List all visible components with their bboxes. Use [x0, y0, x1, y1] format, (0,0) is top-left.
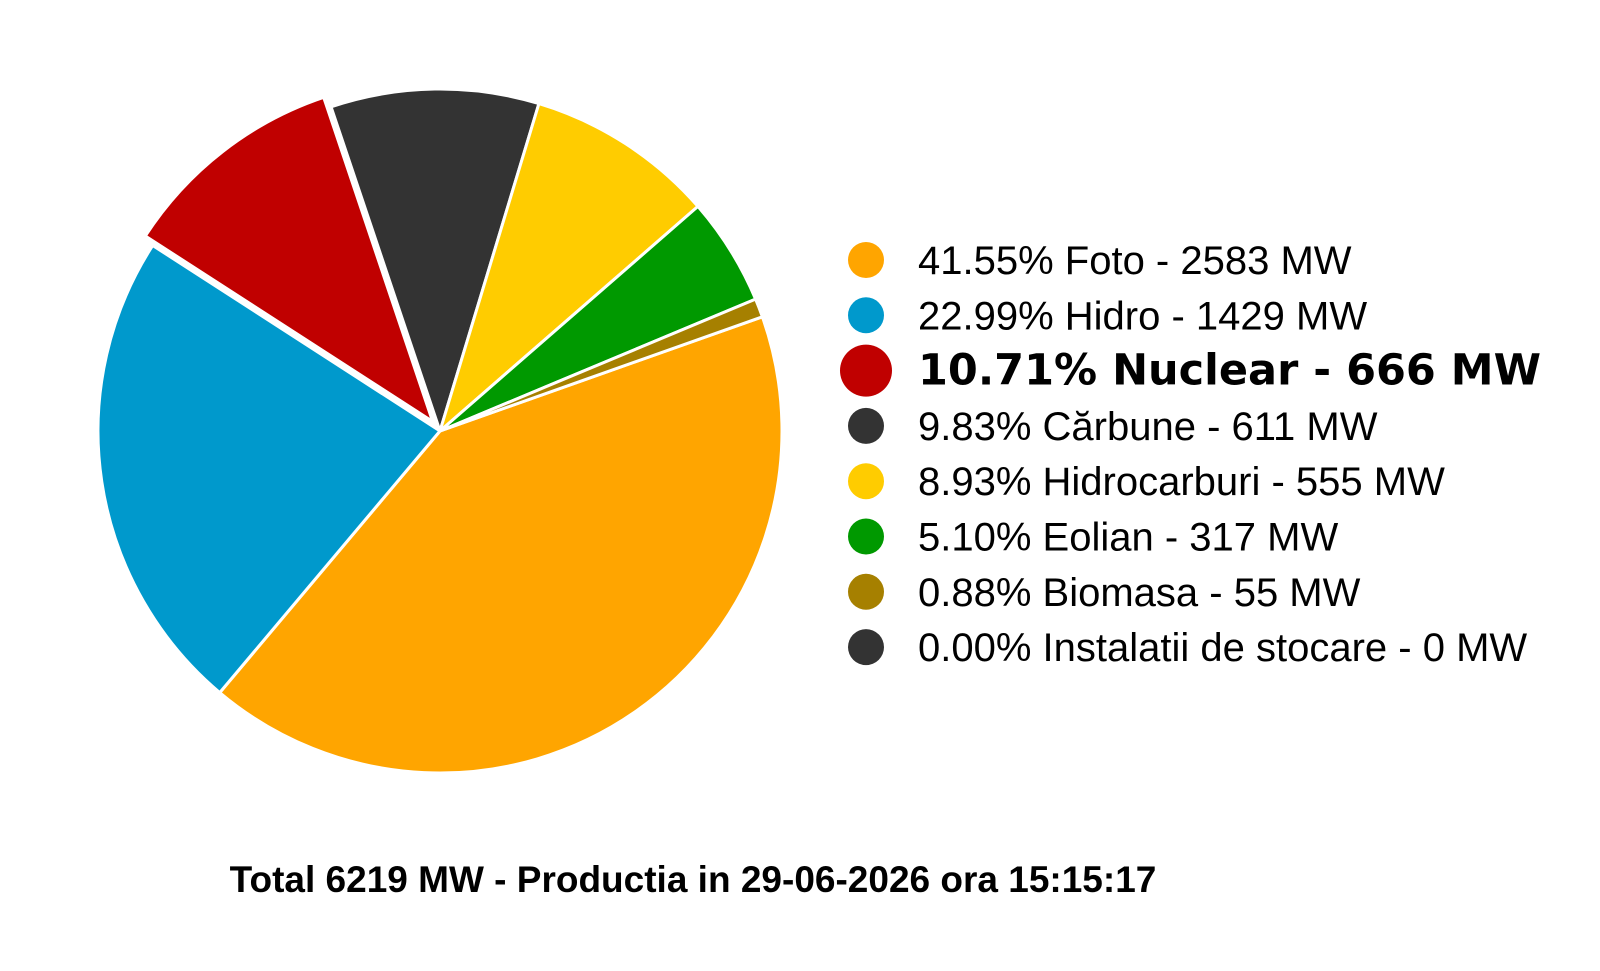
- total-label: Total 6219 MW - Productia in 29-06-2026 …: [230, 859, 1157, 900]
- legend-label-c-rbune: 9.83% Cărbune - 611 MW: [918, 405, 1378, 449]
- legend-marker-nuclear: [840, 344, 892, 397]
- legend-marker-hidro: [848, 297, 884, 334]
- pie-slice-hidro: [96, 243, 442, 695]
- legend-marker-hidrocarburi: [848, 463, 884, 500]
- legend-marker-eolian: [848, 518, 884, 555]
- legend-label-foto: 41.55% Foto - 2583 MW: [918, 239, 1352, 283]
- legend-marker-instalatii-de-stocare: [848, 629, 884, 666]
- pie-slice-nuclear: [143, 95, 435, 424]
- legend-label-biomasa: 0.88% Biomasa - 55 MW: [918, 571, 1361, 615]
- pie-slice-c-rbune: [329, 87, 541, 433]
- legend-label-eolian: 5.10% Eolian - 317 MW: [918, 516, 1338, 560]
- pie-slice-foto: [218, 315, 784, 775]
- legend-label-instalatii-de-stocare: 0.00% Instalatii de stocare - 0 MW: [918, 626, 1527, 670]
- pie-slice-hidrocarburi: [438, 102, 700, 433]
- legend: 41.55% Foto - 2583 MW 22.99% Hidro - 1429…: [840, 239, 1541, 670]
- legend-label-hidro: 22.99% Hidro - 1429 MW: [918, 294, 1367, 338]
- pie-slices: [96, 87, 784, 775]
- legend-marker-foto: [848, 242, 884, 278]
- legend-marker-biomasa: [848, 573, 884, 610]
- pie-slice-biomasa: [438, 297, 764, 433]
- legend-label-nuclear: 10.71% Nuclear - 666 MW: [918, 346, 1541, 396]
- legend-label-hidrocarburi: 8.93% Hidrocarburi - 555 MW: [918, 460, 1445, 504]
- legend-marker-c-rbune: [848, 407, 884, 444]
